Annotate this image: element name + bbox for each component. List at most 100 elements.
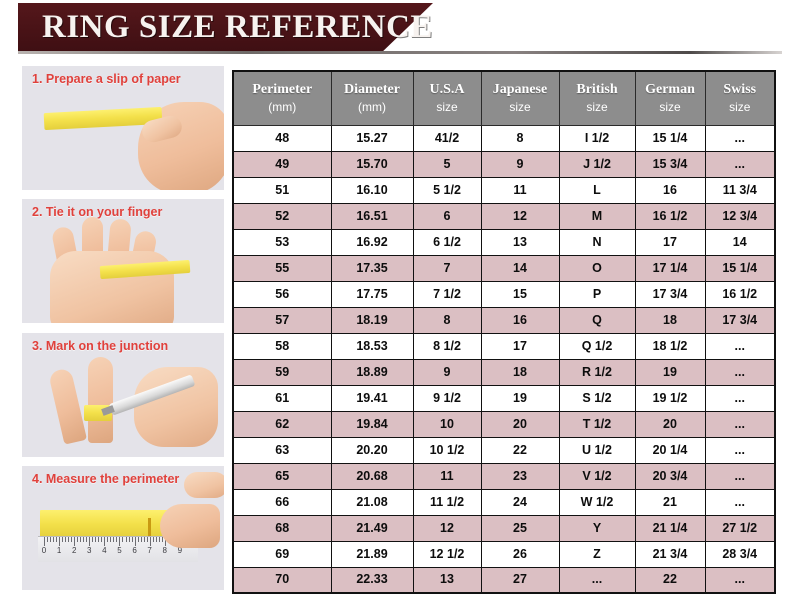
table-row: 62 19.84 10 20 T 1/2 20... [232, 410, 776, 438]
ruler-number: 8 [162, 545, 167, 555]
table-cell: ... [704, 566, 776, 594]
step-2-label: 2. Tie it on your finger [32, 205, 163, 220]
table-cell: 28 3/4 [704, 540, 776, 568]
title-banner: RING SIZE REFERENCE [0, 0, 800, 56]
table-cell: L [558, 176, 636, 204]
finger-shape [88, 356, 113, 443]
ruler-tick [122, 536, 124, 542]
finger-shape [47, 367, 88, 445]
table-row: 52 16.51 6 12 M 16 1/2 12 3/4 [232, 202, 776, 230]
table-cell: 15 [480, 280, 560, 308]
paper-strip [40, 509, 172, 538]
table-cell: 10 [412, 410, 482, 438]
table-cell: 13 [412, 566, 482, 594]
ruler-tick [86, 536, 88, 542]
ruler-number: 9 [177, 545, 183, 555]
ruler-tick [146, 536, 148, 542]
ruler-tick [164, 536, 166, 546]
table-row: 51 16.10 5 1/2 11 L 16 11 3/4 [232, 176, 776, 204]
table-cell: 48 [232, 124, 332, 152]
column-header-main: British [576, 82, 618, 98]
table-cell: P [558, 280, 636, 308]
table-cell: ... [704, 488, 776, 516]
step-1-label: 1. Prepare a slip of paper [32, 72, 181, 86]
table-cell: 22.33 [330, 566, 414, 594]
ruler-tick [155, 536, 157, 542]
table-cell: 8 1/2 [412, 332, 482, 360]
table-cell: 15 1/4 [634, 124, 706, 152]
ruler-tick [110, 536, 112, 542]
table-row: 53 16.92 6 1/2 13 N 17 14 [232, 228, 776, 256]
column-header-main: Diameter [344, 82, 400, 98]
table-cell: 52 [232, 202, 332, 230]
column-header-sub: (mm) [268, 100, 297, 115]
ruler-tick [68, 536, 70, 542]
ruler-tick [161, 536, 163, 542]
table-cell: 13 [480, 228, 560, 256]
table-cell: 12 [480, 202, 560, 230]
column-header-sub: size [659, 100, 681, 115]
table-cell: Z [558, 540, 636, 568]
ruler-tick [80, 536, 82, 542]
table-cell: ... [704, 332, 776, 360]
table-cell: 20.68 [330, 462, 414, 490]
table-cell: 57 [232, 306, 332, 334]
table-cell: 6 1/2 [412, 228, 482, 256]
table-cell: 19 1/2 [634, 384, 706, 412]
table-row: 63 20.20 10 1/2 22 U 1/2 20 1/4... [232, 436, 776, 464]
ruler-number: 0 [41, 545, 47, 555]
table-cell: J 1/2 [558, 150, 636, 178]
table-cell: Y [558, 514, 636, 542]
table-cell: 17 1/4 [634, 254, 706, 282]
ring-size-table: Perimeter (mm) Diameter (mm) U.S.A size … [232, 70, 776, 594]
table-cell: 17 3/4 [704, 306, 776, 334]
table-cell: 18 [634, 306, 706, 334]
ruler-tick [47, 536, 49, 542]
ruler-number: 3 [87, 545, 92, 555]
banner-divider-rule [18, 51, 782, 54]
ruler-tick [62, 536, 64, 542]
table-cell: N [558, 228, 636, 256]
table-cell: 7 1/2 [412, 280, 482, 308]
table-cell: 59 [232, 358, 332, 386]
table-cell: 56 [232, 280, 332, 308]
column-header-main: German [645, 82, 695, 98]
table-cell: 15.27 [330, 124, 414, 152]
ruler-number: 5 [117, 545, 122, 555]
ruler-tick [143, 536, 145, 542]
ruler-tick [131, 536, 133, 542]
table-cell: 19.41 [330, 384, 414, 412]
ruler-tick [152, 536, 154, 542]
column-header-swiss: Swiss size [704, 70, 776, 126]
table-row: 55 17.35 7 14 O 17 1/4 15 1/4 [232, 254, 776, 282]
column-header-japanese: Japanese size [480, 70, 560, 126]
column-header-main: Swiss [723, 82, 757, 98]
ruler-tick [74, 536, 76, 546]
table-cell: 5 [412, 150, 482, 178]
table-cell: ... [704, 150, 776, 178]
ruler-tick [149, 536, 151, 546]
table-cell: 19 [634, 358, 706, 386]
table-cell: 9 1/2 [412, 384, 482, 412]
finger-shape [160, 503, 220, 548]
table-cell: 16.92 [330, 228, 414, 256]
table-cell: 70 [232, 566, 332, 594]
ring-size-table-container: Perimeter (mm) Diameter (mm) U.S.A size … [232, 70, 776, 594]
table-cell: 8 [412, 306, 482, 334]
table-cell: 16.10 [330, 176, 414, 204]
table-row: 69 21.89 12 1/2 26 Z 21 3/4 28 3/4 [232, 540, 776, 568]
table-cell: 16 1/2 [704, 280, 776, 308]
ruler-tick [125, 536, 127, 542]
ruler-tick [56, 536, 58, 542]
ruler-tick [95, 536, 97, 542]
column-header-sub: size [509, 100, 531, 115]
table-body: 48 15.27 41/2 8 I 1/2 15 1/4... 49 15.70 5 9 J 1/2… [232, 124, 776, 594]
table-row: 49 15.70 5 9 J 1/2 15 3/4... [232, 150, 776, 178]
ruler-tick [59, 536, 61, 546]
table-cell: 11 3/4 [704, 176, 776, 204]
table-cell: 27 1/2 [704, 514, 776, 542]
table-cell: 21.08 [330, 488, 414, 516]
table-cell: 20 [634, 410, 706, 438]
